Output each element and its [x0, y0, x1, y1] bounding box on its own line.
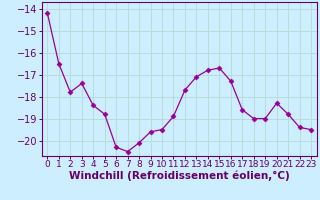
X-axis label: Windchill (Refroidissement éolien,°C): Windchill (Refroidissement éolien,°C)	[69, 171, 290, 181]
